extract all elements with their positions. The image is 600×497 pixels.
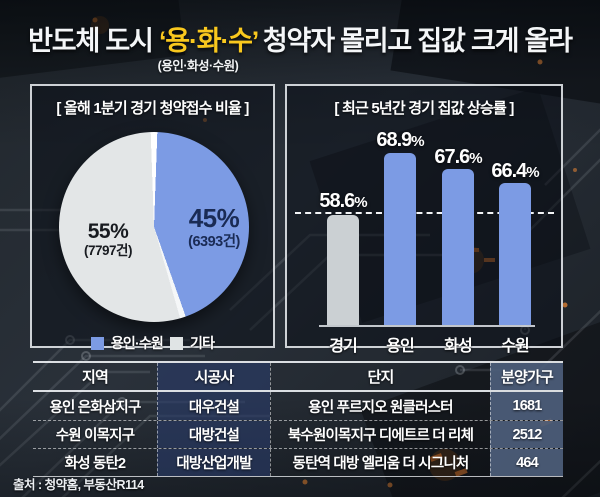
bar-value-number: 58.6 bbox=[319, 190, 355, 212]
table-cell-units: 464 bbox=[490, 449, 563, 476]
header-builder: 시공사 bbox=[157, 363, 270, 390]
source-credit: 출처 : 청약홈, 부동산R114 bbox=[13, 478, 144, 492]
table-cell-region: 화성 동탄2 bbox=[64, 456, 126, 472]
pie-count-yonginsuwon: (6393건) bbox=[188, 234, 240, 250]
table-row: 화성 동탄2 대방산업개발 동탄역 대방 엘리움 더 시그니처 464 bbox=[33, 449, 563, 476]
bar-gyeonggi bbox=[327, 215, 359, 325]
pie-panel-title: [ 올해 1분기 경기 청약접수 비율 ] bbox=[56, 100, 249, 117]
headline-part2: 청약자 몰리고 집값 크게 올라 bbox=[257, 26, 573, 56]
header-complex: 단지 bbox=[270, 363, 490, 390]
table-cell-builder: 대방산업개발 bbox=[157, 449, 270, 476]
bar-panel-title: [ 최근 5년간 경기 집값 상승률 ] bbox=[334, 100, 514, 117]
bar-value-number: 67.6 bbox=[434, 146, 470, 168]
bar-suwon bbox=[499, 183, 531, 325]
table-cell-builder: 대방건설 bbox=[157, 421, 270, 448]
table-header-row: 지역 시공사 단지 분양가구 bbox=[33, 363, 563, 392]
table-cell-units: 2512 bbox=[490, 421, 563, 448]
table-cell-complex: 동탄역 대방 엘리움 더 시그니처 bbox=[270, 449, 490, 476]
bar-value-number: 68.9 bbox=[376, 129, 412, 151]
headline-part1: 반도체 도시 bbox=[28, 26, 159, 56]
pie-chart-panel: [ 올해 1분기 경기 청약접수 비율 ] 45% (6393건) 55% (7… bbox=[30, 84, 275, 351]
header-region: 지역 bbox=[81, 369, 109, 386]
housing-table: 지역 시공사 단지 분양가구 용인 은화삼지구 대우건설 용인 푸르지오 원클러… bbox=[33, 361, 563, 477]
headline-subtitle: (용인·화성·수원) bbox=[157, 59, 239, 73]
legend-label-yonginsuwon: 용인·수원 bbox=[110, 335, 164, 351]
headline: 반도체 도시 ‘용·화·수’ 청약자 몰리고 집값 크게 올라 bbox=[0, 19, 600, 58]
bar-value-number: 66.4 bbox=[491, 160, 527, 182]
bar-label-suwon: 수원 bbox=[501, 338, 529, 355]
bar-value-unit: % bbox=[526, 164, 539, 181]
bar-value-gyeonggi: 58.6% bbox=[305, 190, 381, 213]
pie-count-etc: (7797건) bbox=[84, 243, 132, 258]
table-cell-complex: 용인 푸르지오 원클러스터 bbox=[270, 392, 490, 420]
table-cell-region: 용인 은화삼지구 bbox=[49, 399, 141, 416]
table-row: 수원 이목지구 대방건설 북수원이목지구 디에트르 더 리체 2512 bbox=[33, 421, 563, 449]
table-cell-builder: 대우건설 bbox=[157, 392, 270, 420]
bar-chart-baseline bbox=[319, 325, 535, 327]
legend-swatch-blue bbox=[90, 336, 104, 350]
table-cell-region: 수원 이목지구 bbox=[55, 428, 135, 444]
bar-chart-panel: [ 최근 5년간 경기 집값 상승률 ] 58.6% 68.9% 67.6% 6… bbox=[285, 84, 563, 355]
bar-value-unit: % bbox=[354, 194, 367, 211]
header-units: 분양가구 bbox=[490, 363, 563, 390]
table-row: 용인 은화삼지구 대우건설 용인 푸르지오 원클러스터 1681 bbox=[33, 392, 563, 421]
table-cell-units: 1681 bbox=[490, 392, 563, 420]
legend-label-etc: 기타 bbox=[190, 335, 215, 351]
bar-value-suwon: 66.4% bbox=[477, 160, 553, 183]
headline-highlight: ‘용·화·수’ bbox=[158, 26, 259, 56]
bar-hwaseong bbox=[442, 169, 474, 325]
table-cell-complex: 북수원이목지구 디에트르 더 리체 bbox=[270, 421, 490, 448]
bar-yongin bbox=[384, 153, 416, 325]
legend-swatch-gray bbox=[170, 336, 183, 350]
pie-legend: 용인·수원 기타 bbox=[32, 333, 273, 353]
